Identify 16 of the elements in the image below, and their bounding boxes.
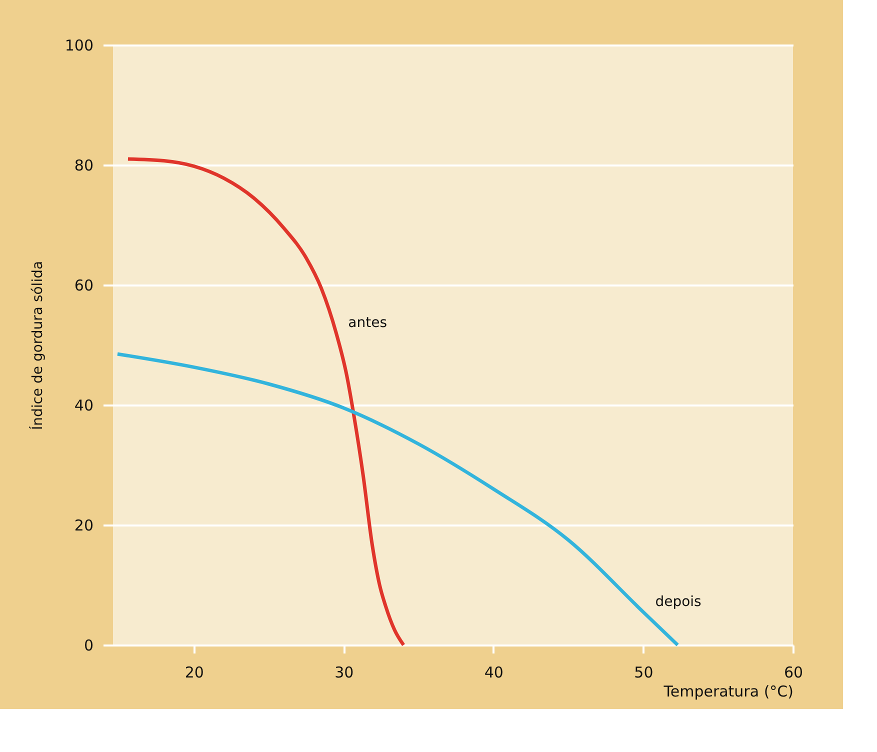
y-tick-label: 40 <box>74 396 94 414</box>
line-series <box>126 157 406 647</box>
x-axis-title: Temperatura (°C) <box>662 682 794 700</box>
x-tick-label: 30 <box>334 664 354 682</box>
x-tick-label: 60 <box>784 664 804 682</box>
y-axis-title: Índice de gordura sólida <box>28 260 46 430</box>
y-tick-label: 0 <box>84 636 94 654</box>
x-tick-label: 20 <box>184 664 204 682</box>
y-tick-label: 20 <box>74 516 94 534</box>
x-tick-label: 40 <box>484 664 504 682</box>
x-tick-label: 50 <box>634 664 654 682</box>
y-tick-label: 80 <box>74 156 94 174</box>
y-tick-label: 60 <box>74 276 94 294</box>
series-label: depois <box>655 594 702 610</box>
y-tick-label: 100 <box>64 36 94 54</box>
series-label: antes <box>348 315 388 331</box>
